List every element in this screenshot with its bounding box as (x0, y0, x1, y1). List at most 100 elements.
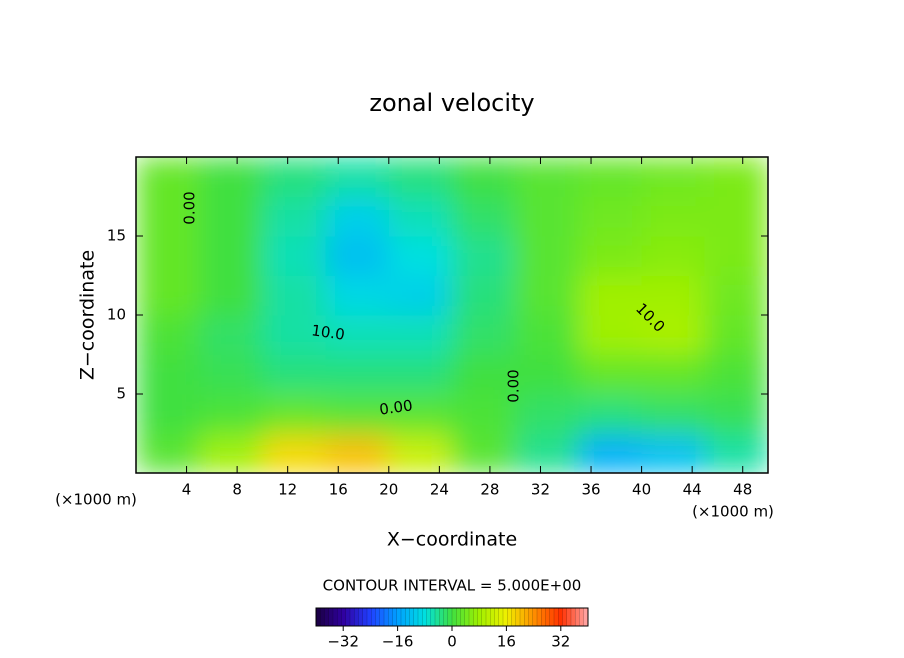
colorbar-swatch (316, 608, 321, 626)
colorbar-swatch (452, 608, 457, 626)
colorbar-swatch (486, 608, 491, 626)
cell (515, 394, 579, 434)
cell (641, 275, 706, 316)
y-tick-label: 15 (107, 227, 126, 245)
cell (199, 157, 263, 197)
cell (515, 236, 579, 276)
colorbar-swatch (375, 608, 381, 626)
colorbar-swatch (447, 608, 453, 626)
colorbar-swatch (333, 608, 338, 626)
cell (262, 354, 327, 395)
colorbar-swatch (401, 608, 406, 626)
cell (641, 315, 706, 355)
colorbar (315, 608, 589, 626)
cell (452, 394, 516, 434)
colorbar-swatch (354, 608, 359, 626)
colorbar-swatch (554, 608, 559, 626)
colorbar-swatch (549, 608, 555, 626)
x-tick-label: 16 (329, 481, 348, 499)
cell (325, 196, 390, 237)
colorbar-swatch (575, 608, 580, 626)
cell (388, 196, 453, 237)
cell (578, 354, 643, 395)
colorbar-swatch (439, 608, 444, 626)
cell (388, 275, 453, 316)
cell (388, 315, 453, 355)
x-tick-label: 32 (531, 481, 550, 499)
cell (578, 196, 643, 237)
colorbar-swatch (583, 608, 589, 626)
cell (515, 433, 579, 473)
cells (136, 157, 768, 473)
colorbar-swatch (469, 608, 474, 626)
colorbar-swatch (422, 608, 427, 626)
colorbar-swatch (562, 608, 568, 626)
cell (325, 354, 390, 395)
cell (262, 394, 327, 434)
y-unit: (×1000 m) (55, 491, 137, 509)
cell (515, 354, 579, 395)
colorbar-swatch (371, 608, 376, 626)
colorbar-swatch (481, 608, 487, 626)
colorbar-tick-label: −32 (327, 633, 359, 651)
colorbar-swatch (515, 608, 521, 626)
colorbar-swatch (379, 608, 385, 626)
cell (136, 157, 200, 197)
cell (515, 157, 579, 197)
colorbar-swatch (413, 608, 419, 626)
cell (262, 275, 327, 316)
cell (641, 433, 706, 473)
cell (199, 315, 263, 355)
cell (578, 157, 643, 197)
colorbar-swatch (443, 608, 449, 626)
contour-label: 0.00 (181, 191, 199, 224)
cell (136, 433, 200, 473)
cell (578, 394, 643, 434)
colorbar-swatch (362, 608, 368, 626)
cell (641, 354, 706, 395)
cell (578, 275, 643, 316)
colorbar-swatch (520, 608, 525, 626)
x-tick-label: 36 (581, 481, 600, 499)
cell (388, 354, 453, 395)
colorbar-swatch (541, 608, 546, 626)
colorbar-swatch (409, 608, 415, 626)
cell (515, 315, 579, 355)
cell (262, 433, 327, 473)
cell (452, 354, 516, 395)
cell (325, 394, 390, 434)
cell (199, 433, 263, 473)
x-tick-label: 20 (379, 481, 398, 499)
contour-interval: CONTOUR INTERVAL = 5.000E+00 (323, 577, 582, 595)
cell (515, 196, 579, 237)
colorbar-swatch (503, 608, 508, 626)
colorbar-swatch (358, 608, 364, 626)
colorbar-swatch (545, 608, 551, 626)
cell (452, 433, 516, 473)
colorbar-swatch (477, 608, 483, 626)
x-tick-label: 24 (430, 481, 449, 499)
cell (704, 354, 768, 395)
cell (641, 196, 706, 237)
x-tick-label: 48 (733, 481, 752, 499)
cell (325, 157, 390, 197)
cell (325, 315, 390, 355)
cell (325, 275, 390, 316)
cell (199, 354, 263, 395)
cell (262, 236, 327, 276)
colorbar-swatch (337, 608, 342, 626)
y-axis-label: Z−coordinate (77, 250, 99, 380)
cell (641, 394, 706, 434)
cell (704, 236, 768, 276)
colorbar-swatch (350, 608, 355, 626)
chart-title: zonal velocity (369, 89, 534, 117)
x-axis-label: X−coordinate (387, 529, 517, 551)
colorbar-tick-label: 32 (551, 633, 570, 651)
colorbar-swatch (498, 608, 504, 626)
cell (388, 157, 453, 197)
cell (578, 433, 643, 473)
colorbar-swatch (537, 608, 542, 626)
x-tick-label: 44 (683, 481, 702, 499)
colorbar-tick-label: 16 (497, 633, 516, 651)
